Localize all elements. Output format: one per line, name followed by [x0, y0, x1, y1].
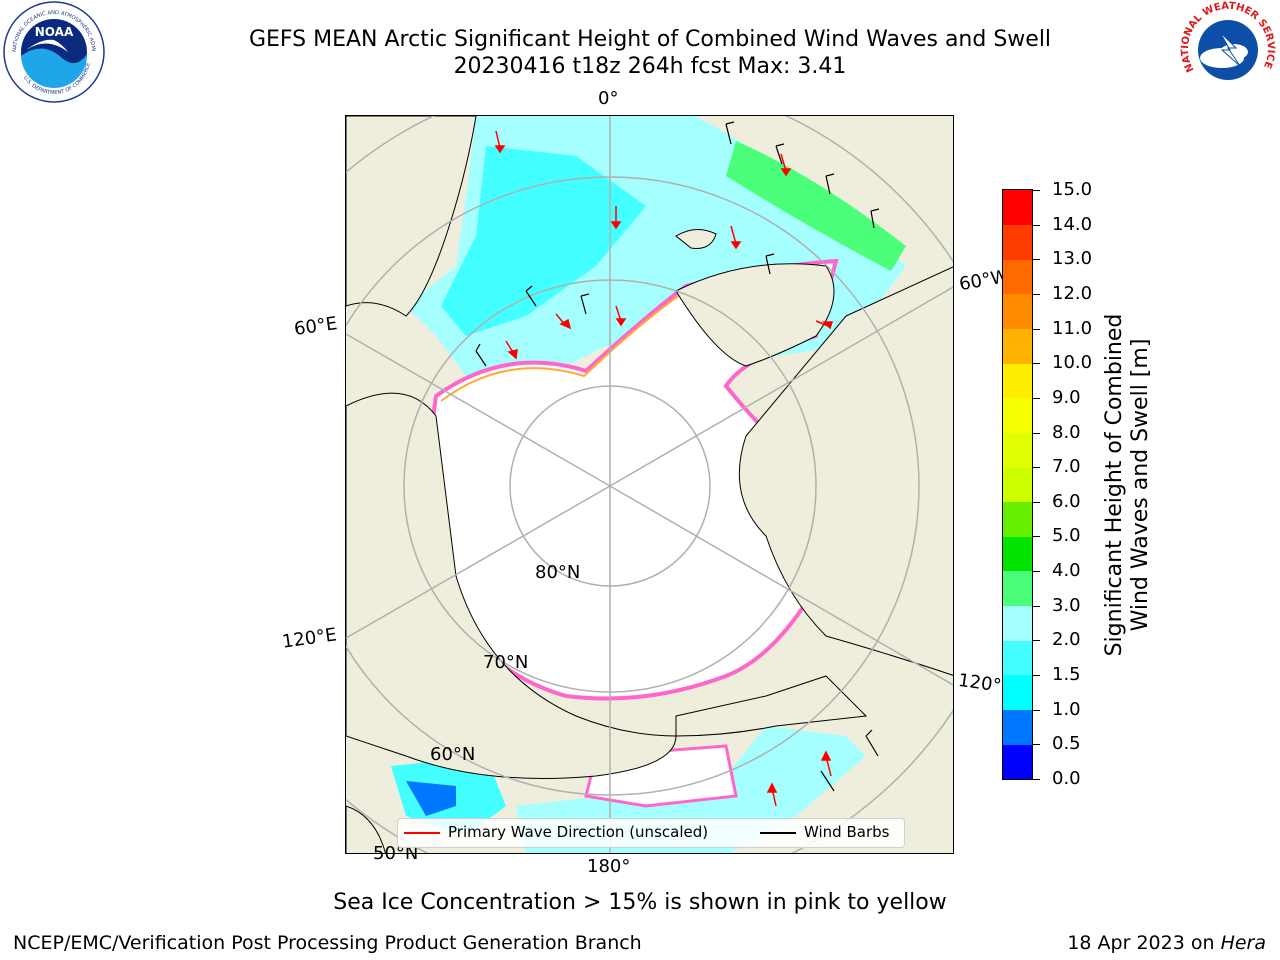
colorbar-tick-label: 4.0: [1052, 560, 1081, 582]
wave-region-okhotsk-deep: [406, 781, 456, 816]
colorbar-tick-mark: [1032, 190, 1040, 191]
land-alaska: [675, 675, 868, 737]
colorbar-tick-label: 1.0: [1052, 698, 1081, 720]
lat-label-70: 70°N: [483, 652, 529, 673]
colorbar-title: Significant Height of Combined Wind Wave…: [1102, 275, 1154, 695]
colorbar-tick-mark: [1032, 744, 1040, 746]
wave-direction-arrows: [494, 130, 834, 807]
colorbar-tick-mark: [1032, 432, 1040, 434]
colorbar: [1002, 189, 1033, 780]
colorbar-tick-mark: [1032, 605, 1040, 607]
colorbar-tick-label: 0.5: [1052, 733, 1081, 755]
colorbar-tick-label: 14.0: [1052, 213, 1093, 235]
colorbar-segment: [1003, 501, 1032, 537]
arctic-map: [345, 115, 954, 854]
colorbar-tick-label: 5.0: [1052, 525, 1081, 547]
footer-date: 18 Apr 2023 on: [1067, 932, 1221, 954]
land-svalbard: [675, 229, 717, 249]
lon-label-180: 180°: [587, 856, 631, 877]
sea-ice-caption: Sea Ice Concentration > 15% is shown in …: [333, 890, 947, 915]
colorbar-segment: [1003, 363, 1032, 399]
wave-region-cyan: [441, 146, 646, 336]
colorbar-tick-label: 9.0: [1052, 386, 1081, 408]
colorbar-tick-label: 10.0: [1052, 352, 1093, 374]
colorbar-segment: [1003, 293, 1032, 329]
colorbar-tick-label: 11.0: [1052, 317, 1093, 339]
colorbar-tick-mark: [1032, 501, 1040, 503]
colorbar-tick-mark: [1032, 536, 1040, 538]
land-kamchatka: [346, 805, 386, 853]
colorbar-title-line1: Significant Height of Combined: [1102, 313, 1127, 657]
colorbar-tick-label: 3.0: [1052, 594, 1081, 616]
colorbar-tick-mark: [1032, 779, 1040, 780]
colorbar-tick-mark: [1032, 293, 1040, 295]
footer-host: Hera: [1220, 932, 1266, 954]
colorbar-tick-label: 15.0: [1052, 179, 1093, 200]
colorbar-segment: [1003, 744, 1032, 780]
map-legend: Primary Wave Direction (unscaled) Wind B…: [397, 818, 905, 848]
land-greenland: [675, 263, 835, 367]
colorbar-segment: [1003, 259, 1032, 295]
chart-title: GEFS MEAN Arctic Significant Height of C…: [248, 27, 1052, 52]
legend-barb-label: Wind Barbs: [804, 823, 890, 841]
sea-ice-edge-orange: [440, 291, 685, 402]
colorbar-tick-label: 2.0: [1052, 629, 1081, 651]
legend-wave-line: [404, 832, 440, 834]
colorbar-segment: [1003, 467, 1032, 503]
graticule: [346, 116, 953, 853]
colorbar-tick-mark: [1032, 397, 1040, 399]
land-canada: [738, 266, 953, 676]
colorbar-tick-label: 13.0: [1052, 248, 1093, 270]
colorbar-tick-label: 1.5: [1052, 664, 1081, 686]
colorbar-title-line2: Wind Waves and Swell [m]: [1128, 338, 1153, 632]
colorbar-segment: [1003, 432, 1032, 468]
colorbar-segment: [1003, 605, 1032, 641]
colorbar-tick-label: 6.0: [1052, 490, 1081, 512]
colorbar-segment: [1003, 675, 1032, 711]
colorbar-segment: [1003, 571, 1032, 607]
lon-label-120e: 120°E: [280, 624, 338, 653]
colorbar-tick-mark: [1032, 709, 1040, 711]
colorbar-tick-mark: [1032, 640, 1040, 642]
wind-barbs: [475, 121, 880, 792]
colorbar-tick-mark: [1032, 363, 1040, 365]
lat-label-80: 80°N: [535, 562, 581, 583]
colorbar-segment: [1003, 709, 1032, 745]
noaa-logo: NOAA NATIONAL OCEANIC AND ATMOSPHERIC AD…: [2, 0, 105, 103]
colorbar-tick-mark: [1032, 328, 1040, 330]
colorbar-tick-mark: [1032, 467, 1040, 469]
colorbar-tick-label: 12.0: [1052, 282, 1093, 304]
footer-left: NCEP/EMC/Verification Post Processing Pr…: [13, 932, 642, 954]
legend-wave-label: Primary Wave Direction (unscaled): [448, 823, 709, 841]
chart-subtitle: 20230416 t18z 264h fcst Max: 3.41: [453, 54, 847, 79]
colorbar-tick-mark: [1032, 224, 1040, 226]
lon-label-0: 0°: [598, 88, 619, 109]
colorbar-segment: [1003, 397, 1032, 433]
colorbar-tick-label: 0.0: [1052, 768, 1081, 789]
colorbar-segment: [1003, 536, 1032, 572]
colorbar-tick-label: 8.0: [1052, 421, 1081, 443]
colorbar-segment: [1003, 190, 1032, 225]
colorbar-segment: [1003, 328, 1032, 364]
land-siberia: [346, 392, 677, 779]
colorbar-tick-label: 7.0: [1052, 456, 1081, 478]
colorbar-tick-mark: [1032, 675, 1040, 677]
colorbar-segment: [1003, 640, 1032, 676]
map-canvas: [346, 116, 953, 853]
lat-label-50: 50°N: [373, 843, 419, 864]
lat-label-60: 60°N: [430, 744, 476, 765]
colorbar-tick-mark: [1032, 259, 1040, 261]
land-scandinavia: [346, 116, 477, 317]
legend-barb-line: [760, 832, 796, 834]
colorbar-segment: [1003, 224, 1032, 260]
footer-right: 18 Apr 2023 on Hera: [1067, 932, 1266, 954]
lon-label-60e: 60°E: [292, 313, 339, 340]
wave-region-green: [726, 141, 906, 271]
nws-logo: NATIONAL WEATHER SERVICE: [1180, 1, 1276, 98]
colorbar-tick-mark: [1032, 571, 1040, 573]
noaa-logo-text: NOAA: [35, 25, 74, 39]
